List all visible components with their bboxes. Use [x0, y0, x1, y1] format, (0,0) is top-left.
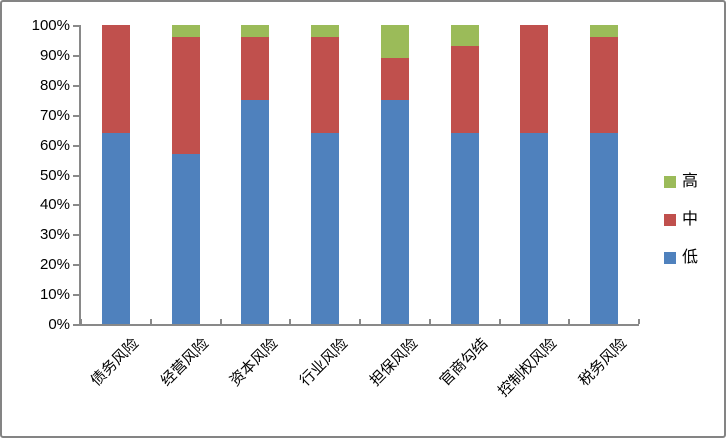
x-axis-category-label: 税务风险: [575, 335, 631, 390]
bar-segment-中: [450, 45, 479, 133]
y-axis-tick: [73, 174, 79, 177]
legend-label: 中: [682, 211, 699, 228]
x-axis-tick: [428, 319, 431, 324]
x-axis-tick: [359, 319, 361, 324]
bar-segment-低: [101, 132, 130, 324]
legend-item-中: 中: [664, 212, 698, 228]
bar-segment-高: [450, 25, 479, 46]
bar-控制权风险: [520, 25, 549, 324]
x-axis-category-label: 行业风险: [296, 335, 352, 390]
y-axis-tick: [73, 294, 79, 297]
x-axis-category-label: 担保风险: [366, 335, 422, 390]
x-axis-tick: [498, 319, 501, 324]
y-axis-tick-label: 10%: [39, 286, 70, 304]
bar-segment-低: [171, 153, 200, 324]
y-axis-tick: [73, 114, 79, 117]
y-axis-tick-label: 20%: [39, 256, 70, 274]
bar-担保风险: [380, 25, 409, 324]
y-axis-tick-label: 100%: [31, 17, 70, 34]
y-axis-line: [79, 25, 81, 326]
legend-item-高: 高: [664, 174, 698, 190]
x-axis-tick: [149, 319, 152, 324]
x-axis-category-label: 控制权风险: [495, 335, 561, 401]
x-axis-tick: [638, 319, 640, 324]
x-axis-tick: [568, 319, 571, 324]
bar-segment-高: [171, 25, 200, 37]
bar-官商勾结: [450, 25, 479, 324]
y-axis-tick-label: 30%: [39, 226, 70, 244]
bar-segment-高: [241, 25, 270, 37]
y-axis-tick-label: 50%: [39, 166, 70, 184]
y-axis-tick: [73, 25, 79, 27]
bar-经营风险: [171, 25, 200, 324]
bar-税务风险: [590, 25, 619, 324]
bar-segment-中: [101, 25, 130, 133]
bar-segment-中: [380, 57, 409, 100]
legend-swatch-高: [664, 176, 676, 188]
y-axis-tick: [73, 264, 79, 267]
bar-segment-低: [450, 132, 479, 324]
x-axis-tick: [289, 319, 292, 324]
y-axis-tick-label: 80%: [39, 76, 70, 94]
bar-债务风险: [101, 25, 130, 324]
y-axis-tick-label: 0%: [48, 316, 70, 333]
bar-segment-低: [241, 99, 270, 324]
bar-资本风险: [241, 25, 270, 324]
y-axis-tick: [73, 234, 79, 237]
bar-segment-高: [590, 25, 619, 37]
y-axis-tick: [73, 84, 79, 87]
bar-segment-低: [590, 132, 619, 324]
bar-segment-中: [311, 36, 340, 133]
bar-segment-高: [311, 25, 340, 37]
y-axis-tick-label: 40%: [39, 196, 70, 214]
legend-label: 低: [682, 249, 699, 266]
y-axis-tick-label: 70%: [39, 106, 70, 124]
x-axis-category-label: 官商勾结: [436, 335, 491, 390]
y-axis-tick-label: 60%: [39, 136, 70, 154]
x-axis-line: [79, 324, 639, 326]
y-axis-tick-label: 90%: [39, 46, 70, 64]
legend-swatch-中: [664, 214, 676, 226]
x-axis-category-label: 经营风险: [157, 335, 212, 390]
x-axis-tick: [80, 319, 82, 324]
legend-swatch-低: [664, 252, 676, 264]
bar-segment-中: [171, 36, 200, 154]
bar-segment-中: [590, 36, 619, 133]
bar-segment-中: [241, 36, 270, 100]
bar-segment-高: [380, 25, 409, 58]
bar-segment-低: [380, 99, 409, 324]
y-axis-tick: [73, 144, 79, 147]
bar-行业风险: [311, 25, 340, 324]
bar-segment-低: [311, 132, 340, 324]
bar-segment-低: [520, 132, 549, 324]
y-axis-tick: [73, 204, 79, 207]
legend-label: 高: [682, 173, 699, 190]
legend-item-低: 低: [664, 250, 698, 266]
legend: 高中低: [664, 174, 698, 266]
y-axis-tick: [73, 324, 79, 326]
x-axis-category-label: 资本风险: [227, 335, 282, 390]
bar-segment-中: [520, 25, 549, 133]
x-axis-category-label: 债务风险: [87, 335, 143, 390]
x-axis-tick: [219, 319, 222, 324]
y-axis-tick: [73, 54, 79, 57]
